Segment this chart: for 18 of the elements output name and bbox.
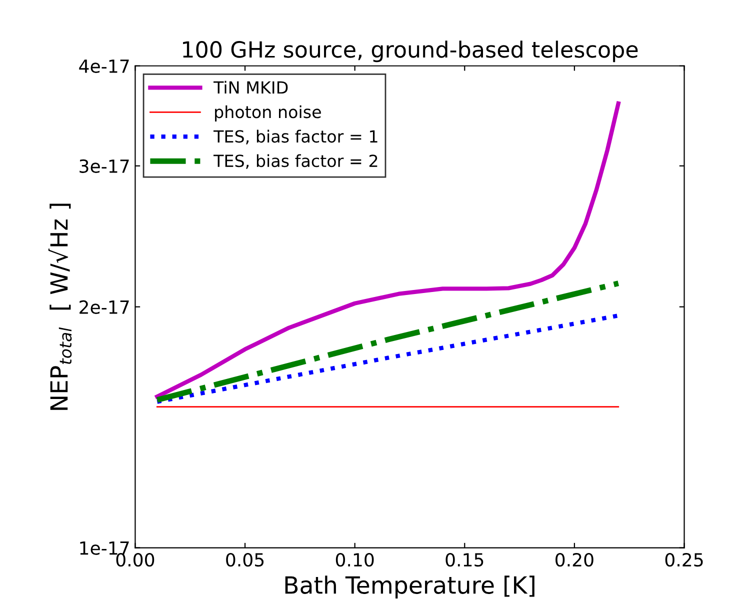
x-tick-label: 0.05 xyxy=(226,552,264,567)
x-tick-label: 0.15 xyxy=(446,552,484,567)
legend-label: photon noise xyxy=(215,105,321,122)
y-axis-title: NEP$_{total}$ [ W/√Hz ] xyxy=(48,204,72,410)
chart-title: 100 GHz source, ground-based telescope xyxy=(183,40,638,62)
legend-label: TiN MKID xyxy=(213,80,288,94)
x-tick-label: 0.10 xyxy=(336,552,374,567)
y-tick-label: 2e-17 xyxy=(80,300,129,314)
x-axis-title: Bath Temperature [K] xyxy=(285,576,534,599)
y-tick-label: 4e-17 xyxy=(79,60,129,73)
x-tick-label: 0.20 xyxy=(556,552,594,567)
x-tick-label: 0.00 xyxy=(116,552,154,567)
x-tick-label: 0.25 xyxy=(665,552,703,567)
y-tick-label: 1e-17 xyxy=(80,541,129,555)
legend-label: TES, bias factor = 1 xyxy=(213,130,378,144)
line-series xyxy=(155,101,620,399)
y-tick-label: 3e-17 xyxy=(80,159,129,173)
legend-label: TES, bias factor = 2 xyxy=(213,154,378,169)
